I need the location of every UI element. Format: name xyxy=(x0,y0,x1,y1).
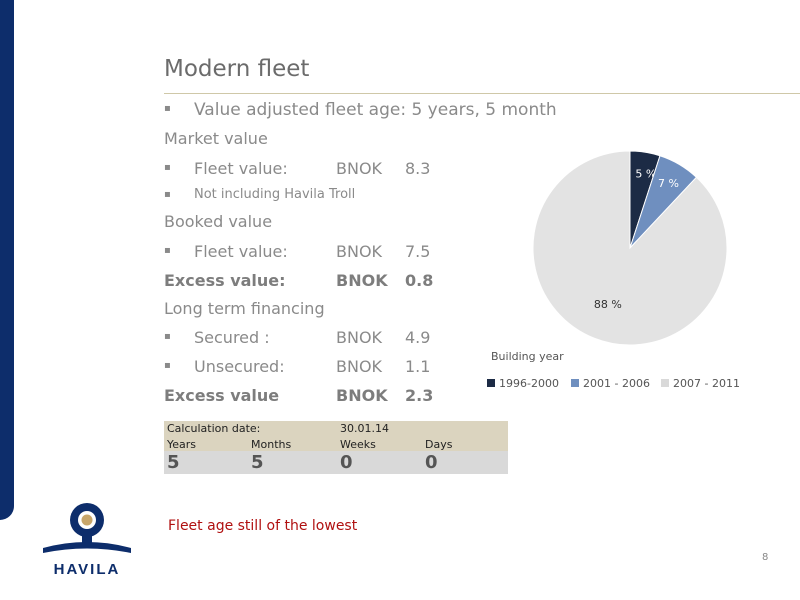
value-days: 0 xyxy=(425,452,438,473)
booked-fleet-label: Fleet value: xyxy=(194,242,288,261)
value-weeks: 0 xyxy=(340,452,353,473)
legend-swatch-1 xyxy=(487,379,495,387)
value-adjusted-text: Value adjusted fleet age: 5 years, 5 mon… xyxy=(194,100,557,120)
header-days: Days xyxy=(425,438,453,451)
value-years: 5 xyxy=(167,452,180,473)
calculation-value-row: 5 5 0 0 xyxy=(164,451,508,474)
legend-swatch-2 xyxy=(571,379,579,387)
havila-logo: HAVILA xyxy=(43,503,131,578)
page-number: 8 xyxy=(762,552,769,563)
bullet-icon: ▪ xyxy=(164,331,171,342)
value-months: 5 xyxy=(251,452,264,473)
header-years: Years xyxy=(167,438,197,451)
unsecured-currency: BNOK xyxy=(336,357,383,376)
header-weeks: Weeks xyxy=(340,438,376,451)
booked-fleet-value: 7.5 xyxy=(405,242,431,261)
booked-excess-currency: BNOK xyxy=(336,271,388,290)
calculation-table: Calculation date: 30.01.14 Years Months … xyxy=(164,421,508,474)
calculation-date-label: Calculation date: xyxy=(167,422,261,435)
calculation-date-value: 30.01.14 xyxy=(340,422,389,435)
legend-swatch-3 xyxy=(661,379,669,387)
booked-value-heading: Booked value xyxy=(164,212,273,231)
booked-excess-label: Excess value: xyxy=(164,271,286,290)
market-fleet-label: Fleet value: xyxy=(194,159,288,178)
bullet-icon: ▪ xyxy=(164,245,171,256)
calculation-header-row: Years Months Weeks Days xyxy=(164,437,508,451)
secured-label: Secured : xyxy=(194,328,270,347)
financing-excess-value: 2.3 xyxy=(405,386,434,405)
market-fleet-currency: BNOK xyxy=(336,159,383,178)
bullet-icon: ▪ xyxy=(164,162,171,173)
fleet-age-note: Fleet age still of the lowest xyxy=(168,518,358,534)
legend-label-3: 2007 - 2011 xyxy=(673,377,740,390)
slide-title: Modern fleet xyxy=(164,56,310,82)
title-divider xyxy=(164,93,800,94)
secured-currency: BNOK xyxy=(336,328,383,347)
legend-item-1: 1996-2000 xyxy=(487,377,559,390)
financing-excess-label: Excess value xyxy=(164,386,280,405)
left-accent-bar xyxy=(0,0,14,520)
unsecured-label: Unsecured: xyxy=(194,357,285,376)
financing-excess-currency: BNOK xyxy=(336,386,388,405)
calculation-date-row: Calculation date: 30.01.14 xyxy=(164,421,508,437)
market-note: Not including Havila Troll xyxy=(194,187,356,202)
secured-value: 4.9 xyxy=(405,328,431,347)
pie-label-2: 7 % xyxy=(658,177,679,190)
booked-fleet-currency: BNOK xyxy=(336,242,383,261)
market-fleet-value: 8.3 xyxy=(405,159,431,178)
logo-wordmark: HAVILA xyxy=(54,561,121,578)
pie-label-1: 5 % xyxy=(635,167,656,180)
legend-item-3: 2007 - 2011 xyxy=(661,377,740,390)
unsecured-value: 1.1 xyxy=(405,357,431,376)
header-months: Months xyxy=(251,438,292,451)
chart-title: Building year xyxy=(491,350,564,363)
building-year-pie-chart: 5 %7 % 88 % xyxy=(532,150,728,346)
legend-label-1: 1996-2000 xyxy=(499,377,559,390)
pie-slice-3 xyxy=(532,150,728,346)
market-value-heading: Market value xyxy=(164,129,268,148)
bullet-icon: ▪ xyxy=(164,360,171,371)
bullet-icon: ▪ xyxy=(164,189,171,200)
legend-label-2: 2001 - 2006 xyxy=(583,377,650,390)
bullet-icon: ▪ xyxy=(164,103,171,114)
legend-item-2: 2001 - 2006 xyxy=(571,377,650,390)
booked-excess-value: 0.8 xyxy=(405,271,434,290)
pie-label-3: 88 % xyxy=(594,298,622,311)
financing-heading: Long term financing xyxy=(164,299,325,318)
